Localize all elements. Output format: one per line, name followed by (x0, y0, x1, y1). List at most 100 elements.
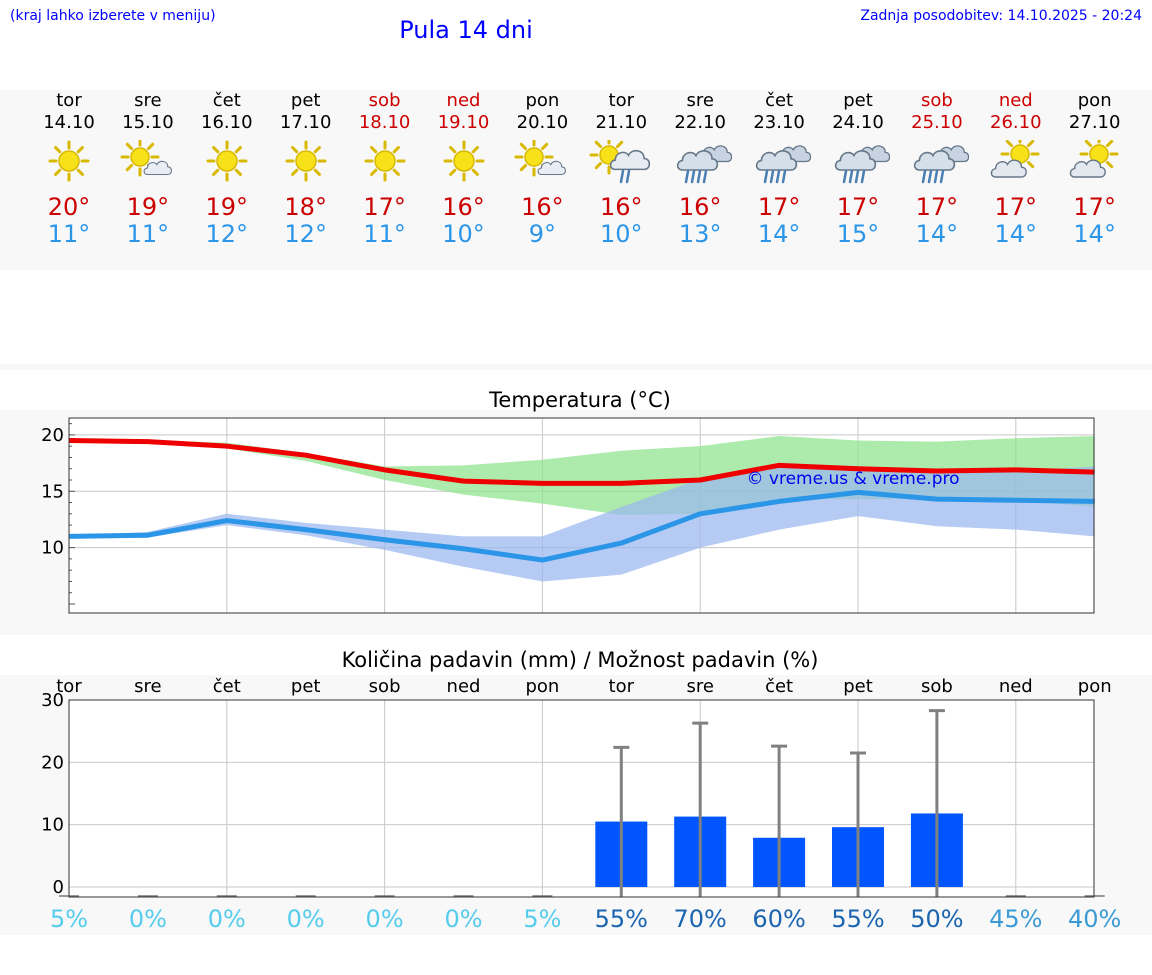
min-temperature: 15° (836, 220, 880, 248)
temperature-chart-title: Temperatura (°C) (489, 388, 671, 412)
y-tick-label: 20 (41, 425, 64, 446)
weekday-label: sre (686, 676, 713, 697)
sun-ray (448, 146, 456, 154)
sun-ray (616, 140, 624, 149)
sun-ray (471, 168, 479, 176)
day-column: sob 25.10 17° 14° (897, 90, 977, 248)
sun-shape (514, 140, 554, 177)
min-temperature: 13° (678, 220, 722, 248)
rain-drops (842, 169, 866, 184)
rain-drop (781, 169, 787, 184)
min-temperature: 10° (600, 220, 643, 248)
sun-ray (520, 163, 528, 172)
sun-ray (1005, 140, 1013, 148)
cloud-sun-icon (1055, 140, 1135, 182)
cloud-body (990, 159, 1027, 178)
min-temperature: 10° (442, 220, 485, 248)
rain-drop (620, 169, 625, 184)
y-tick-label: 10 (41, 815, 64, 836)
sun-ray (290, 168, 298, 176)
day-column: pon 20.10 16° 9° (502, 90, 582, 248)
day-column: pon 27.10 17° 14° (1055, 90, 1135, 248)
sun-ray (1026, 140, 1035, 148)
rain-drops (763, 169, 787, 184)
max-temperature: 18° (284, 193, 327, 221)
day-date: 21.10 (595, 112, 648, 133)
rain-cloud-icon (897, 140, 977, 184)
min-temperature: 14° (994, 220, 1038, 248)
day-date: 26.10 (990, 112, 1042, 133)
max-temperature-line (68, 438, 1095, 486)
cloud-shape (755, 150, 798, 171)
precipitation-chart: tor sre čet pet sob ned pon tor sre čet pet sob ned p… (41, 676, 1121, 933)
cloud-body (537, 160, 567, 176)
sun-disc (58, 150, 80, 172)
sun-disc (216, 150, 238, 172)
rain-cloud-icon (660, 140, 740, 184)
day-date: 18.10 (358, 112, 411, 133)
max-temperature: 17° (836, 193, 880, 221)
min-temperature: 14° (915, 220, 959, 248)
day-date: 25.10 (911, 112, 963, 133)
day-name: čet (765, 90, 794, 111)
rain-drop (854, 169, 860, 184)
precipitation-probability: 50% (910, 905, 963, 933)
precipitation-probability: 45% (989, 905, 1042, 933)
sun-ray (448, 168, 456, 176)
sun-ray (54, 168, 62, 176)
cloud-shape (143, 160, 172, 176)
last-update: Zadnja posodobitev: 14.10.2025 - 20:24 (860, 8, 1142, 24)
sun-ray (1105, 140, 1113, 148)
cloud-shape (990, 159, 1027, 178)
rain-drop (763, 169, 769, 184)
watermark: © vreme.us & vreme.pro (746, 469, 959, 489)
day-date: 27.10 (1068, 112, 1121, 133)
cloud-shape (676, 150, 719, 171)
cloud-shape (913, 150, 956, 171)
rain-drop (933, 169, 939, 184)
sun-ray (54, 146, 62, 154)
day-column: pet 24.10 17° 15° (818, 90, 898, 248)
rain-drop (848, 169, 854, 184)
day-column: sre 15.10 19° 11° (108, 90, 188, 248)
rain-drop (921, 169, 927, 184)
sun-shape (364, 140, 406, 182)
sun-shape (285, 140, 327, 182)
sun-ray (1105, 160, 1113, 169)
sun-ray (471, 146, 479, 154)
max-temperature: 19° (126, 193, 170, 221)
precipitation-probability: 40% (1068, 905, 1121, 933)
cloud-body (1069, 159, 1106, 178)
rain-drop (690, 169, 696, 184)
day-name: sre (134, 90, 162, 111)
rain-drop (775, 169, 781, 184)
sun-ray (1026, 160, 1035, 169)
sun-ray (369, 168, 377, 176)
location-menu-hint[interactable]: (kraj lahko izberete v meniju) (10, 8, 216, 24)
max-temperature: 16° (600, 193, 643, 221)
day-column: tor 14.10 20° 11° (29, 90, 109, 248)
forecast-band (0, 90, 1152, 270)
max-temperature: 16° (442, 193, 485, 221)
sun-rain-icon (581, 140, 661, 184)
rain-drop (626, 169, 631, 184)
precipitation-chart-title: Količina padavin (mm) / Možnost padavin … (341, 648, 819, 672)
sun-shape (206, 140, 248, 182)
rain-drops (620, 169, 631, 184)
day-name: tor (56, 90, 82, 111)
precipitation-probability: 0% (208, 905, 246, 933)
plot-frame (68, 699, 1095, 898)
day-name: pet (290, 90, 321, 111)
weekday-label: sob (369, 676, 401, 697)
min-temperature: 9° (528, 220, 557, 248)
max-temperature: 16° (678, 193, 722, 221)
weekday-label: sre (134, 676, 161, 697)
y-tick-label: 20 (41, 752, 64, 773)
sun-ray (392, 168, 400, 176)
day-date: 22.10 (674, 112, 726, 133)
rain-drop (696, 169, 702, 184)
cloud-shape (1069, 159, 1106, 178)
day-date: 23.10 (753, 112, 805, 133)
sun-ray (541, 142, 549, 151)
rain-drop (684, 169, 690, 184)
